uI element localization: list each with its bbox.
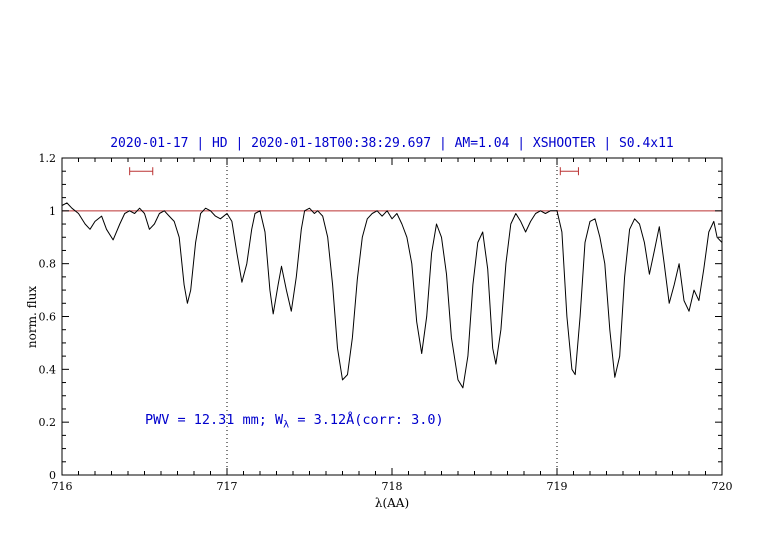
y-axis-label: norm. flux (25, 285, 39, 349)
y-tick-label: 0.8 (39, 258, 57, 271)
y-tick-label: 0 (49, 469, 56, 482)
y-tick-label: 0.2 (39, 416, 57, 429)
x-tick-label: 719 (547, 480, 568, 493)
pwv-annotation: PWV = 12.31 mm; Wλ = 3.12Å(corr: 3.0) (145, 412, 444, 431)
y-tick-label: 1.2 (39, 152, 57, 165)
lambda-subscript: λ (283, 419, 290, 431)
spectrum-line (61, 202, 723, 389)
y-tick-label: 1 (49, 205, 56, 218)
pwv-annotation-suffix: = 3.12Å(corr: 3.0) (289, 412, 444, 428)
plot-title: 2020-01-17 | HD | 2020-01-18T00:38:29.69… (110, 136, 674, 151)
x-tick-label: 716 (52, 480, 73, 493)
x-axis-label: λ(AA) (374, 496, 410, 510)
x-tick-label: 720 (712, 480, 733, 493)
x-tick-label: 717 (217, 480, 238, 493)
y-tick-label: 0.4 (39, 363, 57, 376)
pwv-annotation-prefix: PWV = 12.31 mm; W (145, 412, 284, 428)
x-tick-label: 718 (382, 480, 403, 493)
y-tick-label: 0.6 (39, 311, 57, 324)
